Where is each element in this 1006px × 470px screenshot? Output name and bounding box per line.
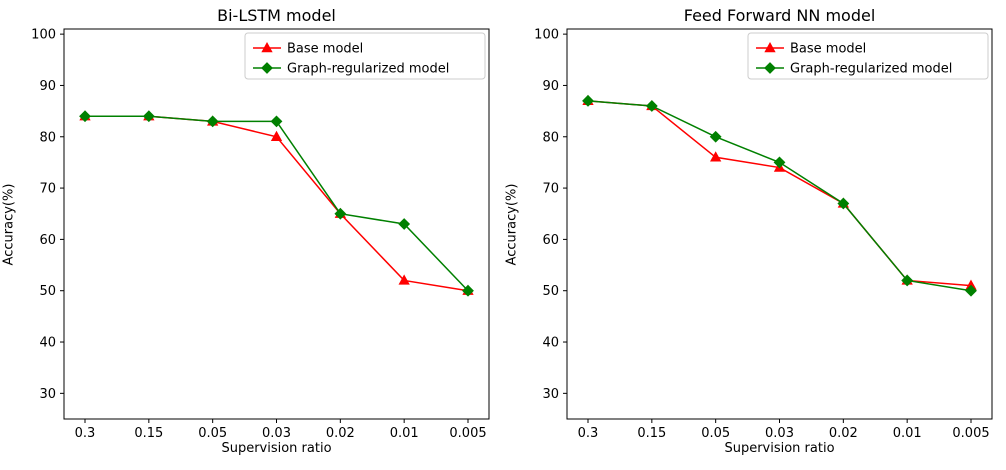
legend-entry-label: Base model	[790, 42, 866, 57]
y-tick-label: 80	[542, 130, 559, 145]
axes-frame	[63, 28, 490, 420]
diamond-marker-icon	[773, 156, 786, 169]
x-tick-label: 0.05	[701, 426, 730, 441]
y-tick-label: 100	[534, 28, 559, 43]
x-tick-label: 0.15	[134, 426, 163, 441]
diamond-marker-icon	[270, 115, 283, 128]
y-tick-label: 60	[542, 233, 559, 248]
chart-title: Feed Forward NN model	[683, 6, 876, 25]
x-tick-label: 0.03	[765, 426, 794, 441]
y-tick-label: 90	[39, 79, 56, 94]
legend-entry-label: Base model	[287, 42, 363, 57]
diamond-marker-icon	[645, 100, 658, 112]
x-tick-label: 0.005	[952, 426, 989, 441]
y-tick-label: 70	[39, 182, 56, 197]
x-tick-label: 0.01	[390, 426, 419, 441]
axes-frame	[566, 28, 993, 420]
legend-triangle-marker-icon	[764, 41, 776, 53]
ffnn-plot-canvas: 30 40 50 60 70 80 90 100 0.3 0.15 0.05 0.03 0.02 0.01…	[534, 28, 993, 441]
diamond-marker-icon	[398, 218, 411, 230]
legend-entry-label: Graph-regularized model	[790, 62, 952, 77]
x-axis-label: Supervision ratio	[724, 441, 835, 456]
diamond-marker-icon	[901, 274, 914, 287]
y-axis-label: Accuracy(%)	[1, 183, 17, 266]
x-tick-label: 0.005	[449, 426, 486, 441]
diamond-marker-icon	[582, 94, 594, 107]
legend-diamond-marker-icon	[261, 62, 273, 74]
legend-diamond-marker-icon	[764, 62, 776, 74]
x-tick-label: 0.03	[262, 426, 291, 441]
y-axis-label: Accuracy(%)	[504, 183, 520, 266]
diamond-marker-icon	[462, 284, 474, 297]
diamond-marker-icon	[837, 197, 850, 210]
y-tick-label: 30	[39, 387, 56, 402]
y-tick-label: 90	[542, 79, 559, 94]
x-tick-label: 0.15	[637, 426, 666, 441]
x-tick-label: 0.3	[578, 426, 599, 441]
x-tick-label: 0.01	[893, 426, 922, 441]
y-tick-label: 50	[39, 284, 56, 299]
legend-entry-label: Graph-regularized model	[287, 62, 449, 77]
x-tick-label: 0.02	[326, 426, 355, 441]
bilstm-plot-canvas: 30 40 50 60 70 80 90 100 0.3 0.15 0.05 0.03 0.02 0.01…	[31, 28, 490, 441]
diamond-marker-icon	[965, 284, 977, 297]
y-tick-label: 40	[39, 336, 56, 351]
subplot-ffnn: 30 40 50 60 70 80 90 100 0.3 0.15 0.05 0.03 0.02 0.01…	[503, 0, 1006, 470]
x-tick-label: 0.02	[829, 426, 858, 441]
triangle-marker-icon	[710, 151, 722, 162]
x-tick-label: 0.05	[198, 426, 227, 441]
y-tick-label: 80	[39, 130, 56, 145]
y-tick-label: 60	[39, 233, 56, 248]
chart-title: Bi-LSTM model	[217, 6, 336, 25]
y-tick-label: 30	[542, 387, 559, 402]
triangle-marker-icon	[398, 274, 410, 285]
diamond-marker-icon	[334, 207, 347, 220]
y-tick-label: 70	[542, 182, 559, 197]
diamond-marker-icon	[206, 115, 219, 128]
y-tick-label: 100	[31, 28, 56, 43]
diamond-marker-icon	[79, 110, 91, 123]
x-axis-label: Supervision ratio	[221, 441, 332, 456]
diamond-marker-icon	[142, 110, 155, 123]
diamond-marker-icon	[709, 130, 722, 143]
x-tick-label: 0.3	[75, 426, 96, 441]
legend	[747, 32, 989, 80]
y-tick-label: 40	[542, 336, 559, 351]
legend	[244, 32, 486, 80]
legend-triangle-marker-icon	[261, 41, 273, 53]
triangle-marker-icon	[270, 130, 283, 141]
y-tick-label: 50	[542, 284, 559, 299]
subplot-bilstm: 30 40 50 60 70 80 90 100 0.3 0.15 0.05 0.03 0.02 0.01…	[1, 6, 490, 456]
